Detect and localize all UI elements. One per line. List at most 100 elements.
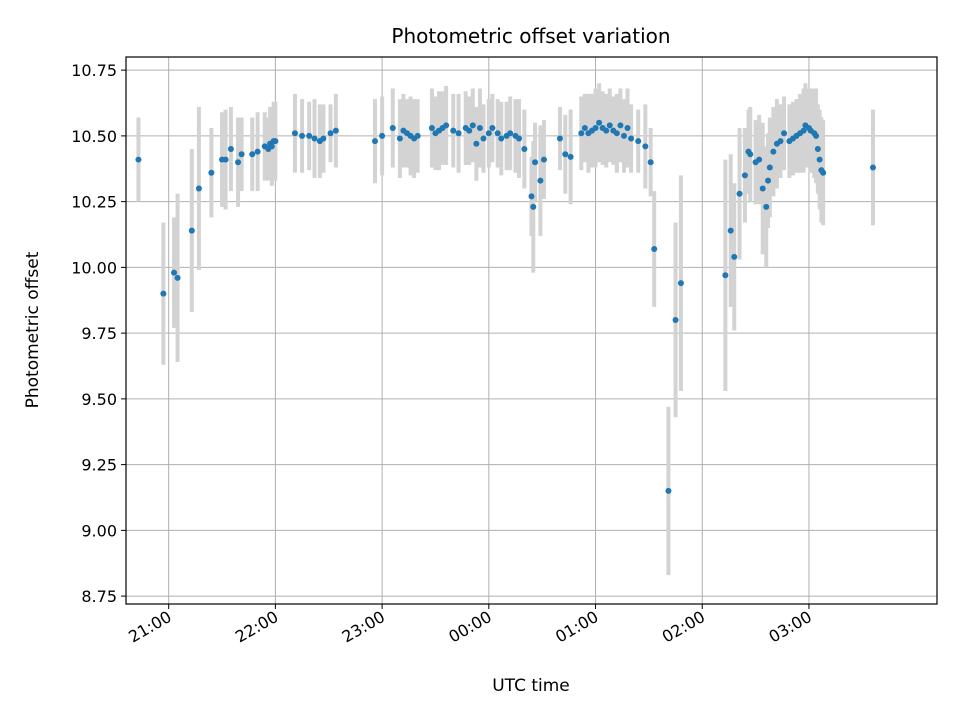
data-point (272, 138, 279, 145)
x-tick-label: 02:00 (659, 607, 708, 647)
data-point (306, 132, 313, 139)
data-point (238, 151, 245, 158)
data-point (516, 135, 523, 142)
data-point (651, 245, 658, 252)
data-point (174, 274, 181, 281)
data-point (507, 130, 514, 137)
x-tick-label: 21:00 (125, 607, 174, 647)
y-tick-label: 9.00 (81, 521, 117, 540)
data-point (628, 135, 635, 142)
data-point (379, 132, 386, 139)
y-tick-label: 10.75 (71, 61, 117, 80)
data-point (537, 177, 544, 184)
data-point (756, 156, 763, 163)
data-point (532, 159, 539, 166)
data-point (249, 151, 256, 158)
data-point (672, 316, 679, 323)
data-point (620, 132, 627, 139)
data-point (195, 185, 202, 192)
data-point (820, 169, 827, 176)
data-point (596, 119, 603, 126)
data-point (781, 130, 788, 137)
x-axis-label: UTC time (492, 676, 570, 696)
data-point (135, 156, 142, 163)
y-tick-label: 9.25 (81, 456, 117, 475)
plot-frame (125, 56, 938, 605)
data-point (443, 122, 450, 129)
data-point (635, 138, 642, 145)
data-point (731, 253, 738, 260)
data-point (311, 135, 318, 142)
data-point (473, 140, 480, 147)
data-point (727, 227, 734, 234)
data-point (613, 130, 620, 137)
data-point (414, 132, 421, 139)
data-point (389, 125, 396, 132)
y-tick-label: 10.25 (71, 193, 117, 212)
data-point (428, 125, 435, 132)
data-point (770, 148, 777, 155)
data-point (528, 193, 535, 200)
data-point (665, 487, 672, 494)
data-point (647, 159, 654, 166)
x-tick-label: 00:00 (445, 607, 494, 647)
data-point (592, 125, 599, 132)
data-point (642, 143, 649, 150)
data-point (489, 125, 496, 132)
data-point (562, 151, 569, 158)
data-point (485, 130, 492, 137)
data-point (869, 164, 876, 171)
data-point (759, 185, 766, 192)
data-point (396, 135, 403, 142)
data-point (469, 122, 476, 129)
data-point (567, 153, 574, 160)
data-point (320, 135, 327, 142)
data-point (765, 177, 772, 184)
data-point (530, 203, 537, 210)
data-point (617, 122, 624, 129)
y-tick-label: 9.75 (81, 324, 117, 343)
x-tick-label: 01:00 (552, 607, 601, 647)
data-point (800, 127, 807, 134)
y-tick-label: 10.00 (71, 258, 117, 277)
data-point (777, 138, 784, 145)
data-point (540, 156, 547, 163)
data-point (763, 203, 770, 210)
data-point (747, 151, 754, 158)
data-point (814, 146, 821, 153)
x-tick-label: 23:00 (339, 607, 388, 647)
data-point (466, 127, 473, 134)
x-tick-label: 22:00 (232, 607, 281, 647)
data-point (677, 280, 684, 287)
data-point (813, 132, 820, 139)
data-point (521, 146, 528, 153)
data-point (741, 172, 748, 179)
data-point (171, 269, 178, 276)
data-point (816, 156, 823, 163)
data-point (606, 122, 613, 129)
y-tick-label: 9.50 (81, 390, 117, 409)
y-axis-ticks: 8.75 9.00 9.25 9.50 9.75 10.00 10.25 10.50 10.75 (71, 61, 126, 606)
y-tick-label: 10.50 (71, 127, 117, 146)
data-point (455, 130, 462, 137)
data-point (450, 127, 457, 134)
data-point (603, 127, 610, 134)
data-point (624, 125, 631, 132)
x-tick-label: 03:00 (766, 607, 815, 647)
data-point (556, 135, 563, 142)
data-point (227, 146, 234, 153)
data-point (480, 135, 487, 142)
data-point (736, 190, 743, 197)
data-point (476, 125, 483, 132)
data-point (254, 148, 261, 155)
data-points (135, 119, 876, 494)
y-axis-label: Photometric offset (23, 251, 43, 408)
data-point (581, 125, 588, 132)
chart-title: Photometric offset variation (391, 24, 670, 48)
data-point (332, 127, 339, 134)
data-point (188, 227, 195, 234)
data-point (291, 130, 298, 137)
data-point (299, 132, 306, 139)
data-point (160, 290, 167, 297)
